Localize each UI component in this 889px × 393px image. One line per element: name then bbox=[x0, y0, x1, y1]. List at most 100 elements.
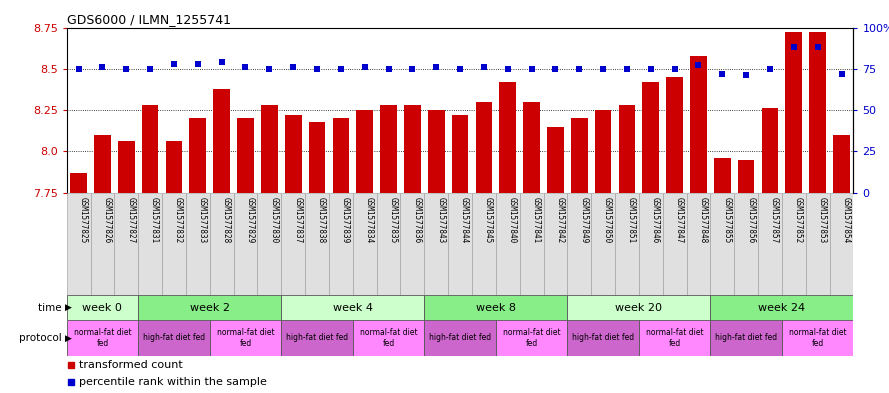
Bar bbox=[619, 105, 636, 193]
Bar bbox=[829, 193, 853, 295]
Bar bbox=[261, 105, 277, 193]
Point bbox=[477, 64, 491, 70]
Text: GSM1577828: GSM1577828 bbox=[221, 196, 230, 243]
Text: week 20: week 20 bbox=[615, 303, 662, 312]
Point bbox=[71, 66, 85, 72]
Point bbox=[620, 66, 634, 72]
Bar bbox=[284, 115, 301, 193]
Bar bbox=[424, 320, 496, 356]
Text: normal-fat diet
fed: normal-fat diet fed bbox=[74, 328, 132, 348]
Bar bbox=[738, 160, 755, 193]
Bar bbox=[400, 193, 424, 295]
Bar bbox=[138, 295, 281, 320]
Bar bbox=[734, 193, 758, 295]
Point bbox=[692, 62, 706, 69]
Text: week 4: week 4 bbox=[332, 303, 372, 312]
Text: normal-fat diet
fed: normal-fat diet fed bbox=[217, 328, 275, 348]
Bar bbox=[710, 295, 853, 320]
Point bbox=[787, 44, 801, 50]
Bar bbox=[237, 118, 254, 193]
Bar bbox=[281, 193, 305, 295]
Bar bbox=[424, 295, 567, 320]
Bar bbox=[547, 127, 564, 193]
Text: GSM1577846: GSM1577846 bbox=[651, 196, 660, 243]
Bar bbox=[67, 193, 91, 295]
Text: GSM1577836: GSM1577836 bbox=[412, 196, 421, 243]
Bar bbox=[809, 33, 826, 193]
Point bbox=[405, 66, 420, 72]
Text: ▶: ▶ bbox=[65, 334, 72, 342]
Point bbox=[596, 66, 610, 72]
Bar bbox=[332, 118, 349, 193]
Bar bbox=[67, 295, 138, 320]
Text: GSM1577855: GSM1577855 bbox=[722, 196, 732, 243]
Bar bbox=[305, 193, 329, 295]
Point bbox=[310, 66, 324, 72]
Point bbox=[763, 66, 777, 72]
Bar bbox=[666, 77, 683, 193]
Point bbox=[668, 66, 682, 72]
Text: week 2: week 2 bbox=[189, 303, 229, 312]
Point bbox=[238, 64, 252, 70]
Point bbox=[549, 66, 563, 72]
Text: high-fat diet fed: high-fat diet fed bbox=[715, 334, 777, 342]
Text: GSM1577854: GSM1577854 bbox=[842, 196, 851, 243]
Bar bbox=[758, 193, 782, 295]
Bar bbox=[714, 158, 731, 193]
Point bbox=[286, 64, 300, 70]
Text: GSM1577835: GSM1577835 bbox=[388, 196, 397, 243]
Bar bbox=[662, 193, 686, 295]
Text: GSM1577837: GSM1577837 bbox=[293, 196, 302, 243]
Bar bbox=[281, 295, 424, 320]
Point bbox=[716, 71, 730, 77]
Text: normal-fat diet
fed: normal-fat diet fed bbox=[645, 328, 703, 348]
Text: GSM1577831: GSM1577831 bbox=[150, 196, 159, 243]
Bar bbox=[70, 173, 87, 193]
Text: GSM1577829: GSM1577829 bbox=[245, 196, 254, 243]
Bar bbox=[571, 118, 588, 193]
Point bbox=[453, 66, 468, 72]
Bar bbox=[472, 193, 496, 295]
Bar bbox=[404, 105, 420, 193]
Bar bbox=[567, 320, 639, 356]
Bar bbox=[428, 110, 444, 193]
Bar bbox=[380, 105, 396, 193]
Text: time: time bbox=[38, 303, 65, 312]
Bar bbox=[567, 295, 710, 320]
Bar bbox=[500, 82, 517, 193]
Bar bbox=[186, 193, 210, 295]
Bar bbox=[639, 193, 662, 295]
Bar bbox=[281, 320, 353, 356]
Bar bbox=[524, 102, 540, 193]
Point bbox=[835, 71, 849, 77]
Bar bbox=[329, 193, 353, 295]
Text: GSM1577841: GSM1577841 bbox=[532, 196, 541, 243]
Point bbox=[191, 61, 205, 67]
Text: GSM1577826: GSM1577826 bbox=[102, 196, 111, 243]
Point bbox=[501, 66, 515, 72]
Text: GSM1577849: GSM1577849 bbox=[580, 196, 589, 243]
Text: GSM1577856: GSM1577856 bbox=[746, 196, 755, 243]
Bar bbox=[94, 135, 111, 193]
Bar bbox=[643, 82, 659, 193]
Bar bbox=[567, 193, 591, 295]
Bar bbox=[690, 55, 707, 193]
Bar bbox=[138, 193, 162, 295]
Bar bbox=[115, 193, 138, 295]
Text: high-fat diet fed: high-fat diet fed bbox=[143, 334, 205, 342]
Point bbox=[95, 64, 109, 70]
Text: GSM1577834: GSM1577834 bbox=[364, 196, 373, 243]
Bar bbox=[141, 105, 158, 193]
Bar bbox=[786, 33, 802, 193]
Text: GSM1577852: GSM1577852 bbox=[794, 196, 803, 243]
Bar bbox=[353, 193, 377, 295]
Bar bbox=[162, 193, 186, 295]
Bar bbox=[710, 320, 782, 356]
Bar bbox=[615, 193, 639, 295]
Bar bbox=[67, 320, 138, 356]
Bar bbox=[520, 193, 543, 295]
Bar bbox=[424, 193, 448, 295]
Bar bbox=[710, 193, 734, 295]
Bar bbox=[595, 110, 612, 193]
Point bbox=[811, 44, 825, 50]
